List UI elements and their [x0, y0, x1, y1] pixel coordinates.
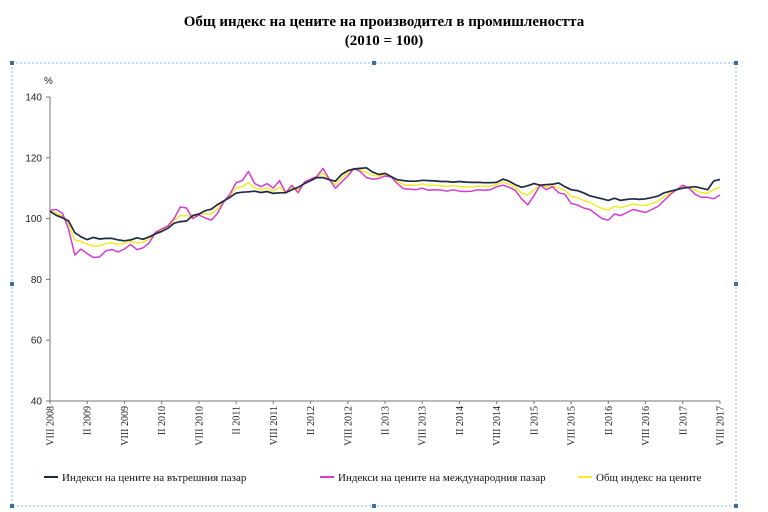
x-tick-label: VIII 2016 [641, 406, 652, 446]
y-tick-label: 80 [31, 275, 43, 286]
legend-label: Общ индекс на цените [596, 472, 702, 484]
series-line-domestic [49, 166, 721, 242]
resize-handle[interactable] [10, 282, 14, 286]
x-tick-label: II 2011 [232, 406, 243, 435]
resize-handle[interactable] [372, 504, 376, 508]
x-tick-label: VIII 2014 [492, 406, 503, 446]
x-tick-label: VIII 2008 [46, 406, 57, 446]
x-tick-label: II 2012 [306, 406, 317, 435]
legend-label: Индекси на цените на вътрешния пазар [62, 472, 247, 484]
y-tick-label: 140 [25, 93, 42, 104]
x-tick-label: VIII 2010 [194, 406, 205, 446]
y-tick-label: 100 [25, 214, 42, 225]
x-tick-label: II 2016 [604, 406, 615, 435]
y-axis-unit: % [44, 76, 53, 87]
axes: 40 60 80 100 120 140 VIII 2008 II 2009 VIII 2009… [25, 93, 726, 446]
series-layer [49, 166, 721, 259]
x-tick-label: II 2015 [529, 406, 540, 435]
resize-handle[interactable] [734, 61, 738, 65]
x-tick-label: VIII 2013 [418, 406, 429, 446]
series-line-total [49, 167, 721, 247]
x-tick-label: II 2013 [381, 406, 392, 435]
resize-handle[interactable] [10, 504, 14, 508]
y-tick-label: 120 [25, 153, 42, 164]
x-tick-label: II 2010 [157, 406, 168, 435]
y-tick-label: 40 [31, 397, 43, 408]
legend-item-domestic: Индекси на цените на вътрешния пазар [44, 472, 247, 484]
resize-handle[interactable] [734, 504, 738, 508]
x-tick-label: II 2009 [83, 406, 94, 435]
x-tick-label: VIII 2011 [269, 406, 280, 445]
chart-subtitle: (2010 = 100) [344, 33, 424, 49]
x-tick-label: VIII 2009 [120, 406, 131, 446]
legend-item-international: Индекси на цените на международния пазар [320, 472, 546, 484]
x-tick-label: II 2014 [455, 406, 466, 435]
chart-title: Общ индекс на цените на производител в п… [183, 14, 585, 30]
x-tick-label: VIII 2015 [567, 406, 578, 446]
legend-item-total: Общ индекс на цените [578, 472, 702, 484]
y-tick-label: 60 [31, 336, 43, 347]
resize-handle[interactable] [372, 61, 376, 65]
resize-handle[interactable] [10, 61, 14, 65]
series-line-international [49, 167, 721, 259]
x-tick-label: II 2017 [678, 406, 689, 435]
chart-frame[interactable] [10, 61, 738, 508]
x-tick-label: VIII 2012 [343, 406, 354, 446]
legend: Индекси на цените на вътрешния пазар Инде… [44, 472, 702, 484]
resize-handle[interactable] [734, 282, 738, 286]
x-tick-label: VIII 2017 [716, 406, 727, 446]
legend-label: Индекси на цените на международния пазар [338, 472, 546, 484]
